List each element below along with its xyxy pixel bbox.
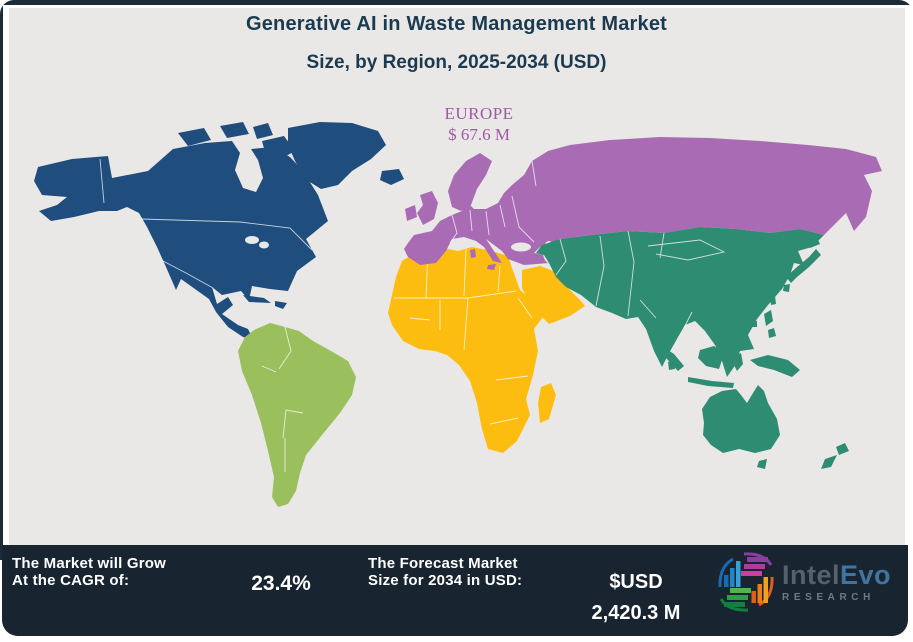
region-north-america xyxy=(34,122,404,339)
forecast-label-line1: The Forecast Market xyxy=(368,555,518,572)
forecast-value: $USD 2,420.3 M xyxy=(556,567,716,629)
europe-label-value: $ 67.6 M xyxy=(448,125,510,144)
region-asia-pacific xyxy=(536,227,849,469)
cagr-label: The Market will Grow At the CAGR of: xyxy=(12,555,166,589)
europe-label-name: EUROPE xyxy=(444,104,514,123)
page-title: Generative AI in Waste Management Market… xyxy=(0,13,913,74)
region-middle-east-africa xyxy=(388,247,585,453)
pinwheel-bar-charts-icon xyxy=(718,552,774,612)
cagr-value: 23.4% xyxy=(251,572,311,595)
forecast-label: The Forecast Market Size for 2034 in USD… xyxy=(368,555,522,589)
logo-name-evo: Evo xyxy=(840,560,892,590)
region-south-america xyxy=(238,323,356,507)
logo-name: IntelEvo xyxy=(782,561,891,589)
logo-name-intel: Intel xyxy=(782,560,841,590)
forecast-label-line2: Size for 2034 in USD: xyxy=(368,572,523,589)
europe-region-label: EUROPE $ 67.6 M xyxy=(379,104,579,145)
logo-text: IntelEvo RESEARCH xyxy=(782,561,891,603)
cagr-label-line2: At the CAGR of: xyxy=(12,572,130,589)
logo-subtitle: RESEARCH xyxy=(782,592,875,603)
cagr-label-line1: The Market will Grow xyxy=(12,555,167,572)
title-line-2: Size, by Region, 2025-2034 (USD) xyxy=(306,52,607,73)
intelevo-logo: IntelEvo RESEARCH xyxy=(716,551,891,613)
title-line-1: Generative AI in Waste Management Market xyxy=(245,13,668,35)
footer-bar: The Market will Grow At the CAGR of: 23.… xyxy=(2,545,908,636)
forecast-value-line1: $USD xyxy=(609,571,663,593)
card-top-border xyxy=(0,0,913,5)
card-left-border xyxy=(0,0,3,560)
forecast-value-line2: 2,420.3 M xyxy=(591,602,681,624)
